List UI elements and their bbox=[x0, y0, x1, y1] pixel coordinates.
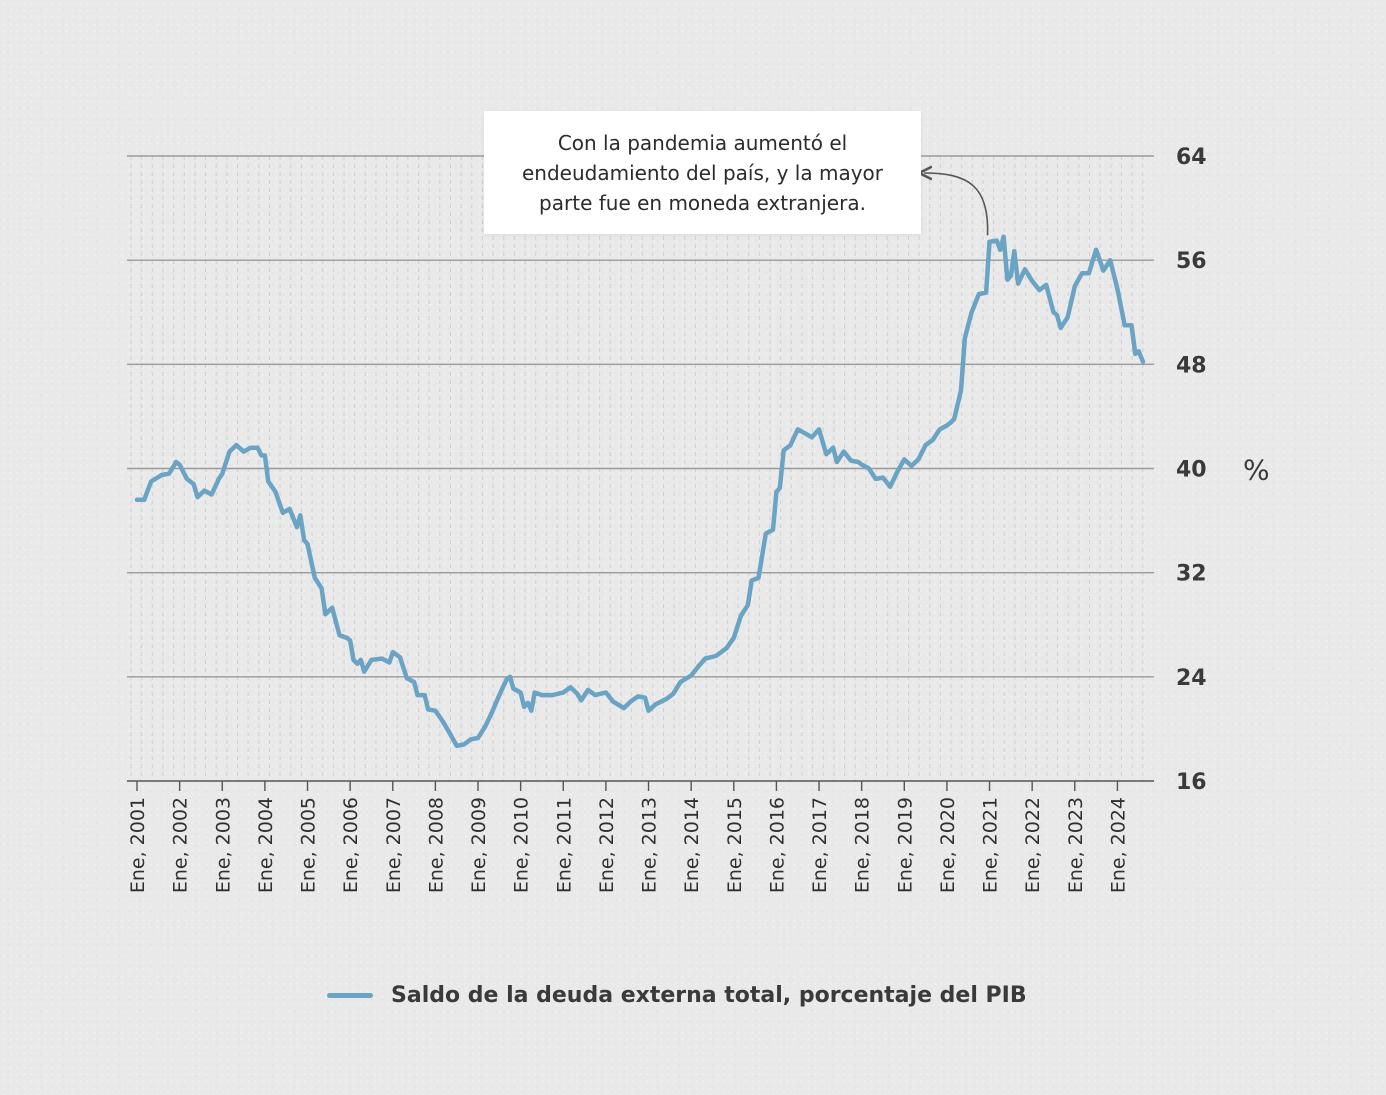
y-tick-label: 32 bbox=[1176, 562, 1207, 587]
legend: Saldo de la deuda externa total, porcent… bbox=[327, 978, 1027, 1012]
series-line bbox=[134, 234, 1146, 749]
x-tick-label: Ene, 2009 bbox=[468, 797, 490, 893]
x-tick-label: Ene, 2015 bbox=[724, 797, 746, 893]
x-tick-label: Ene, 2002 bbox=[170, 797, 192, 893]
annotation-callout: Con la pandemia aumentó el endeudamiento… bbox=[484, 111, 921, 234]
legend-swatch bbox=[327, 992, 373, 998]
x-tick-label: Ene, 2008 bbox=[425, 797, 447, 893]
x-tick-label: Ene, 2021 bbox=[980, 797, 1002, 893]
x-tick-label: Ene, 2018 bbox=[852, 797, 874, 893]
x-tick-label: Ene, 2019 bbox=[894, 797, 916, 893]
x-tick-label: Ene, 2011 bbox=[553, 797, 575, 893]
x-tick-label: Ene, 2004 bbox=[255, 797, 277, 893]
x-tick-label: Ene, 2003 bbox=[212, 797, 234, 893]
callout-arrow bbox=[924, 173, 989, 236]
y-tick-label: 40 bbox=[1176, 458, 1207, 483]
y-tick-label: 24 bbox=[1176, 666, 1207, 691]
x-axis-tick-labels: Ene, 2001 Ene, 2002 Ene, 2003 Ene, 2004 Ene,… bbox=[127, 797, 1129, 893]
x-tick-label: Ene, 2006 bbox=[340, 797, 362, 893]
x-tick-label: Ene, 2013 bbox=[639, 797, 661, 893]
y-tick-label: 16 bbox=[1176, 770, 1207, 795]
x-tick-label: Ene, 2014 bbox=[681, 797, 703, 893]
x-tick-label: Ene, 2001 bbox=[127, 797, 149, 893]
x-tick-label: Ene, 2005 bbox=[298, 797, 320, 893]
y-tick-label: 64 bbox=[1176, 145, 1207, 170]
x-tick-label: Ene, 2020 bbox=[937, 797, 959, 893]
y-axis-ticks: 16 24 32 40 48 56 64 bbox=[1176, 145, 1207, 795]
x-tick-label: Ene, 2017 bbox=[809, 797, 831, 893]
x-tick-label: Ene, 2024 bbox=[1107, 797, 1129, 893]
y-tick-label: 56 bbox=[1176, 249, 1207, 274]
x-tick-label: Ene, 2007 bbox=[383, 797, 405, 893]
x-axis bbox=[136, 781, 1119, 791]
x-tick-label: Ene, 2012 bbox=[596, 797, 618, 893]
x-tick-label: Ene, 2023 bbox=[1065, 797, 1087, 893]
x-tick-label: Ene, 2022 bbox=[1022, 797, 1044, 893]
horizontal-gridlines bbox=[127, 155, 1154, 782]
y-axis-unit: % bbox=[1243, 454, 1270, 487]
x-tick-label: Ene, 2016 bbox=[766, 797, 788, 893]
y-tick-label: 48 bbox=[1176, 353, 1207, 378]
annotation-text: Con la pandemia aumentó el endeudamiento… bbox=[521, 130, 883, 215]
legend-label: Saldo de la deuda externa total, porcent… bbox=[391, 982, 1027, 1008]
x-tick-label: Ene, 2010 bbox=[511, 797, 533, 893]
